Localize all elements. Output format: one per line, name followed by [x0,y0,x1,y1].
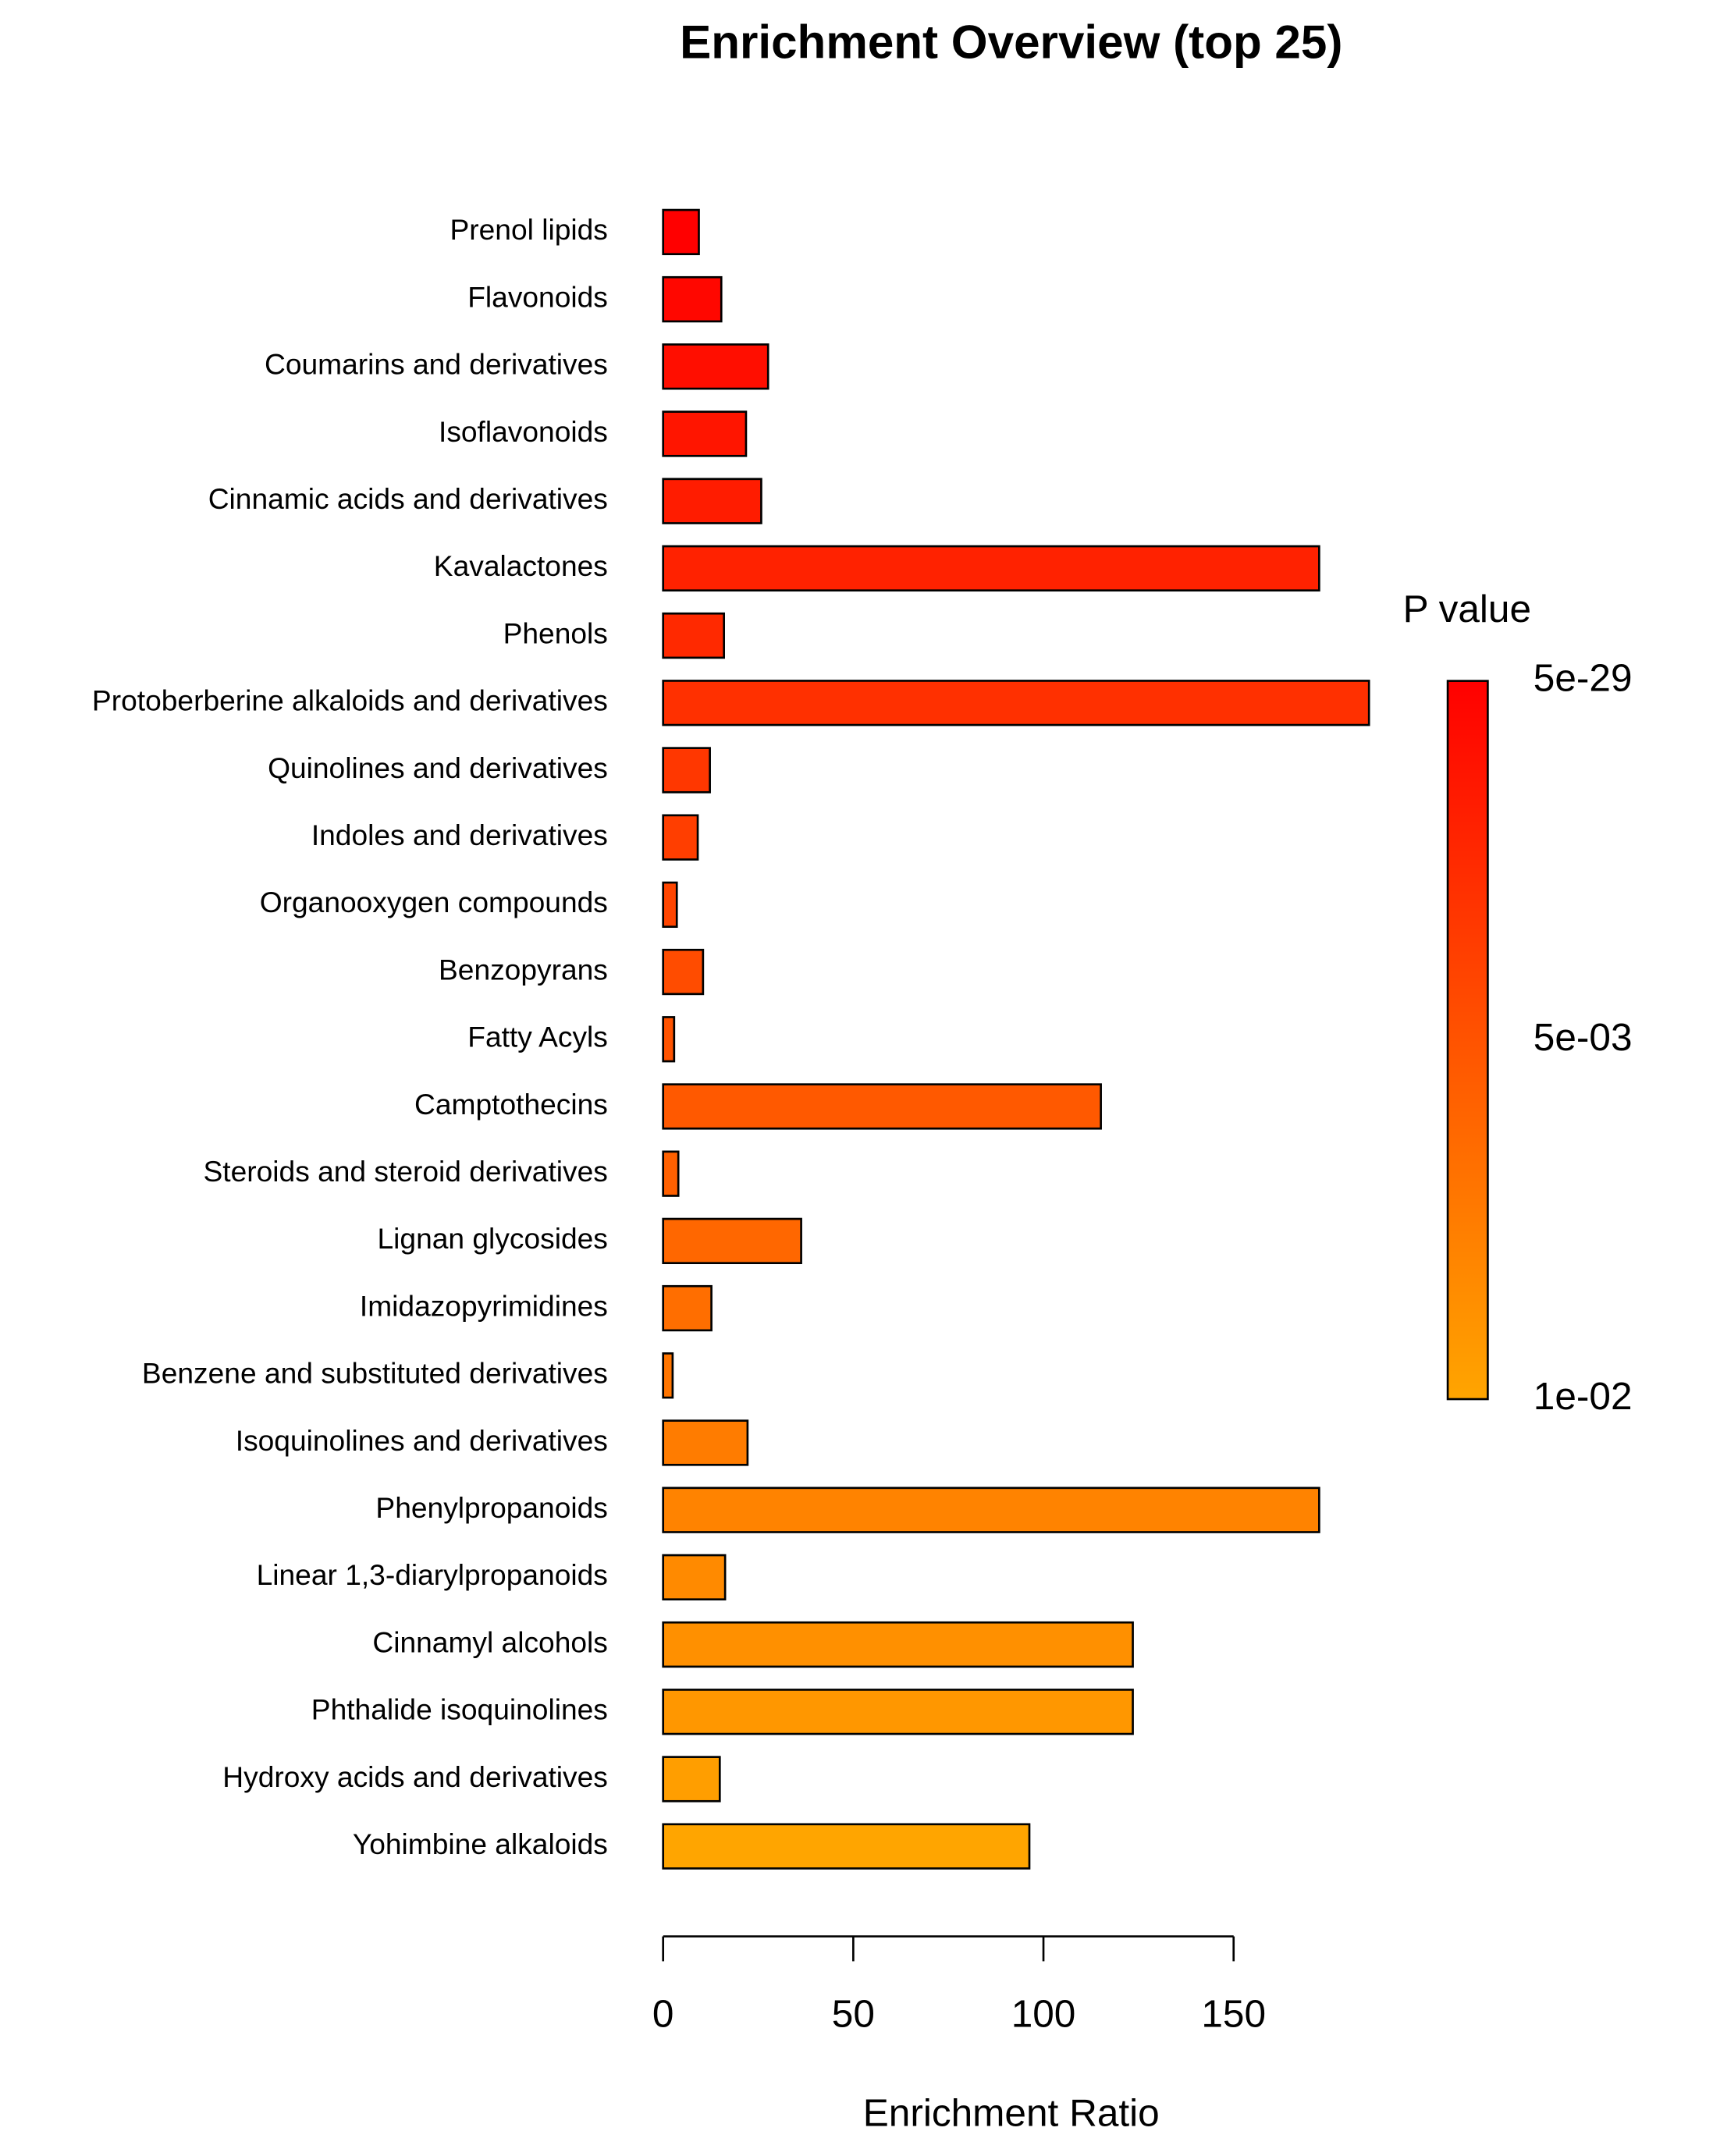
y-tick-label: Imidazopyrimidines [360,1289,608,1322]
y-tick-label: Flavonoids [467,280,608,313]
y-tick-label: Cinnamic acids and derivatives [208,482,608,515]
legend-title: P value [1403,587,1531,630]
bar [662,1554,727,1601]
bar [662,1621,1134,1668]
bar [662,208,700,256]
y-tick-label: Benzene and substituted derivatives [142,1357,608,1390]
legend-label: 5e-03 [1534,1015,1633,1059]
bar [662,1352,674,1399]
y-tick-label: Quinolines and derivatives [268,751,608,784]
y-tick-label: Lignan glycosides [378,1222,608,1255]
bar [662,948,705,996]
legend-label: 5e-29 [1534,656,1633,700]
y-tick-label: Fatty Acyls [467,1021,608,1053]
bar [662,814,699,861]
bar [662,680,1370,726]
bar [662,1689,1134,1735]
y-tick-label: Cinnamyl alcohols [372,1625,608,1658]
x-tick-label: 0 [652,1991,674,2035]
x-tick-label: 50 [832,1991,875,2035]
y-tick-label: Benzopyrans [439,953,608,986]
bar [662,1016,676,1063]
y-tick-label: Isoquinolines and derivatives [236,1424,608,1457]
y-tick-label: Protoberberine alkaloids and derivatives [92,684,608,717]
bar [662,1419,749,1466]
y-tick-label: Organooxygen compounds [260,886,608,918]
y-tick-label: Prenol lipids [450,213,607,246]
y-tick-label: Indoles and derivatives [311,819,608,851]
y-tick-label: Isoflavonoids [439,415,608,448]
bar [662,747,711,794]
y-tick-label: Phenols [503,616,608,649]
bar [662,1217,802,1265]
bar [662,1284,713,1332]
chart-title: Enrichment Overview (top 25) [680,16,1342,68]
x-tick-label: 100 [1011,1991,1076,2035]
bar [662,612,726,659]
y-tick-label: Linear 1,3-diarylpropanoids [257,1558,608,1591]
bar [662,275,723,323]
y-tick-label: Phenylpropanoids [375,1491,607,1524]
x-axis-label: Enrichment Ratio [863,2091,1160,2135]
bar [662,410,748,457]
y-tick-label: Kavalactones [434,549,608,582]
bar [662,881,678,929]
bar [662,1150,680,1197]
bar [662,545,1320,592]
y-tick-label: Steroids and steroid derivatives [203,1155,607,1188]
bar [662,1756,721,1803]
legend-colorbar [1446,680,1489,1401]
x-tick-label: 150 [1201,1991,1266,2035]
bar [662,1486,1320,1533]
y-tick-label: Phthalide isoquinolines [311,1693,608,1726]
y-tick-label: Hydroxy acids and derivatives [222,1760,608,1793]
y-tick-label: Coumarins and derivatives [265,348,608,381]
bar [662,1823,1031,1870]
y-tick-label: Yohimbine alkaloids [353,1827,608,1860]
bar [662,343,769,390]
legend-label: 1e-02 [1534,1374,1633,1418]
bar [662,478,762,524]
bar [662,1083,1102,1130]
y-tick-label: Camptothecins [414,1088,608,1121]
